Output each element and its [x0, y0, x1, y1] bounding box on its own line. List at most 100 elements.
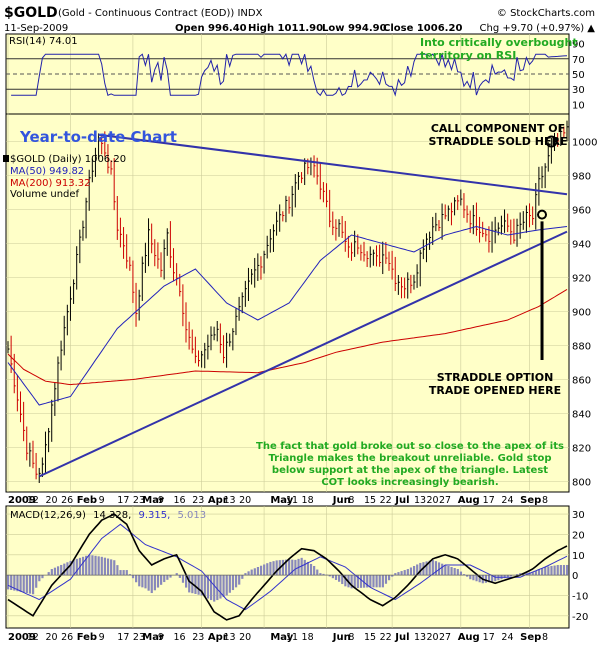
x-tick-label-bottom: 22 [380, 632, 392, 643]
macd-hist-bar-143 [454, 568, 456, 575]
x-tick-label-bottom: Jul [394, 632, 409, 643]
ytd-label: Year-to-date Chart [19, 128, 177, 146]
x-tick-label-mid: 18 [302, 495, 314, 506]
macd-hist-bar-96 [307, 562, 309, 575]
macd-hist-bar-15 [54, 568, 56, 575]
macd-hist-bar-95 [304, 560, 306, 575]
macd-hist-bar-99 [316, 570, 318, 576]
macd-hist-bar-24 [82, 557, 84, 575]
macd-hist-bar-40 [132, 575, 134, 578]
x-tick-label-mid: 17 [117, 495, 129, 506]
macd-tick-label: 20 [572, 530, 585, 541]
x-tick-label-mid: 11 [286, 495, 298, 506]
call-note-line1: CALL COMPONENT OF [431, 122, 565, 135]
x-tick-label-mid: 15 [364, 495, 376, 506]
macd-hist-bar-141 [447, 566, 449, 575]
x-tick-label-bottom: 20 [239, 632, 251, 643]
macd-hist-bar-173 [547, 567, 549, 576]
macd-hist-bar-4 [19, 575, 21, 592]
macd-hist-bar-80 [257, 567, 259, 575]
macd-hist-bar-105 [335, 575, 337, 580]
x-tick-label-bottom: 24 [501, 632, 513, 643]
macd-hist-bar-33 [110, 559, 112, 575]
macd-hist-bar-116 [369, 575, 371, 587]
macd-hist-bar-77 [247, 571, 249, 575]
macd-hist-bar-63 [204, 575, 206, 597]
macd-tick-label: 10 [572, 551, 585, 562]
macd-hist-bar-73 [235, 575, 237, 587]
macd-hist-bar-42 [138, 575, 140, 586]
macd-hist-bar-0 [7, 575, 9, 589]
macd-hist-bar-120 [382, 575, 384, 587]
ohlc-close: Close 1006.20 [383, 23, 462, 34]
macd-hist-bar-170 [538, 570, 540, 576]
macd-hist-bar-174 [550, 566, 552, 575]
macd-hist-bar-119 [379, 575, 381, 587]
straddle-note-line2: TRADE OPENED HERE [429, 384, 561, 397]
macd-label-name: MACD(12,26,9) [10, 510, 86, 521]
x-tick-label-mid: 27 [439, 495, 451, 506]
x-tick-label-mid: 20 [239, 495, 251, 506]
macd-hist-bar-5 [23, 575, 25, 592]
macd-hist-bar-121 [385, 575, 387, 584]
macd-hist-bar-178 [563, 565, 565, 575]
rsi-note-line2: territory on RSI [420, 49, 516, 62]
macd-hist-bar-139 [441, 564, 443, 575]
macd-hist-bar-38 [126, 570, 128, 575]
macd-hist-bar-125 [397, 572, 399, 575]
macd-hist-bar-177 [560, 565, 562, 575]
comment-line1: The fact that gold broke out so close to… [256, 441, 564, 452]
macd-hist-bar-56 [182, 575, 184, 583]
x-tick-label-bottom: 16 [174, 632, 186, 643]
macd-hist-bar-79 [254, 568, 256, 575]
macd-hist-bar-156 [494, 575, 496, 581]
macd-hist-bar-90 [288, 559, 290, 575]
macd-hist-bar-14 [51, 569, 53, 575]
macd-hist-bar-26 [88, 555, 90, 575]
macd-label-value: 14.328, [93, 510, 131, 521]
macd-hist-bar-46 [151, 575, 153, 593]
x-tick-label-mid: Sep [520, 495, 541, 506]
macd-hist-bar-32 [107, 559, 109, 576]
macd-hist-bar-70 [226, 575, 228, 595]
rsi-tick-label: 50 [572, 70, 585, 81]
macd-hist-bar-129 [410, 568, 412, 576]
legend-ma50: MA(50) 949.82 [10, 166, 84, 177]
macd-hist-bar-51 [166, 575, 168, 580]
legend-price-swatch [3, 155, 9, 162]
macd-hist-bar-113 [360, 575, 362, 588]
macd-label: MACD(12,26,9) 14.328, 9.315, 5.013 [10, 510, 206, 521]
macd-hist-bar-122 [388, 575, 390, 580]
x-tick-label-bottom: 20 [45, 632, 57, 643]
macd-hist-bar-140 [444, 565, 446, 575]
x-tick-label-bottom: 9 [99, 632, 105, 643]
macd-hist-bar-74 [238, 575, 240, 584]
macd-hist-bar-10 [38, 575, 40, 581]
x-tick-label-bottom: 23 [192, 632, 204, 643]
macd-hist-bar-132 [419, 563, 421, 575]
macd-hist-bar-11 [41, 575, 43, 578]
price-tick-label: 820 [572, 444, 591, 455]
x-tick-label-bottom: 8 [542, 632, 548, 643]
macd-hist-bar-144 [457, 569, 459, 575]
macd-hist-bar-71 [229, 575, 231, 593]
macd-hist-bar-13 [48, 572, 50, 575]
legend-ma200: MA(200) 913.32 [10, 178, 91, 189]
price-tick-label: 940 [572, 240, 591, 251]
x-tick-label-bottom: 17 [483, 632, 495, 643]
macd-hist-bar-72 [232, 575, 234, 590]
x-tick-label-mid: 23 [192, 495, 204, 506]
macd-hist-bar-81 [260, 566, 262, 575]
rsi-tick-label: 30 [572, 85, 585, 96]
x-tick-label-mid: 9 [158, 495, 164, 506]
x-tick-label-mid: 13 [223, 495, 235, 506]
price-tick-label: 960 [572, 206, 591, 217]
x-tick-label-mid: 22 [380, 495, 392, 506]
chart-symbol: $GOLD [4, 5, 58, 21]
macd-panel [6, 506, 569, 628]
legend-price: $GOLD (Daily) 1006.20 [10, 154, 126, 165]
x-tick-label-bottom: 26 [61, 632, 73, 643]
macd-hist-bar-44 [144, 575, 146, 588]
call-note-line2: STRADDLE SOLD HERE [429, 135, 568, 148]
